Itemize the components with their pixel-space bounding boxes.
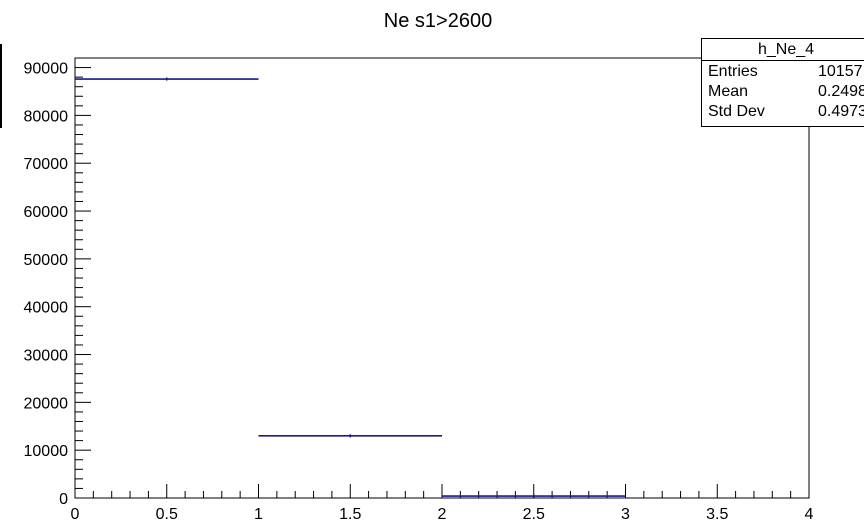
mean-label: Mean [708,83,749,100]
stddev-value: 0.4973 [818,103,864,120]
y-tick-label: 0 [59,491,68,508]
x-tick-label: 1 [254,506,263,520]
x-tick-label: 1.5 [339,506,361,520]
stats-title: h_Ne_4 [702,39,864,61]
x-tick-label: 2 [438,506,447,520]
stats-row-stddev: Std Dev 0.4973 [702,101,864,121]
y-tick-label: 50000 [24,252,69,269]
y-tick-label: 70000 [24,156,69,173]
x-tick-label: 4 [805,506,814,520]
stats-box: h_Ne_4 Entries 10157 Mean 0.2498 Std Dev… [701,38,864,127]
y-tick-label: 30000 [24,348,69,365]
x-tick-label: 3 [621,506,630,520]
stddev-label: Std Dev [708,103,765,120]
x-tick-label: 0.5 [156,506,178,520]
mean-value: 0.2498 [818,83,864,100]
y-tick-label: 80000 [24,108,69,125]
x-tick-label: 3.5 [706,506,728,520]
y-tick-label: 90000 [24,61,69,78]
chart-title: Ne s1>2600 [384,10,492,32]
y-tick-label: 40000 [24,300,69,317]
histogram-bins [75,77,626,498]
y-tick-label: 20000 [24,395,69,412]
x-tick-label: 0 [71,506,80,520]
y-tick-label: 10000 [24,443,69,460]
x-tick-label: 2.5 [523,506,545,520]
axis-tick-labels: 0 0.5 1 1.5 2 2.5 3 3.5 4 0 10000 20000 30000 40000 50… [24,61,814,520]
entries-label: Entries [708,63,758,80]
entries-value: 10157 [818,63,863,80]
edge-bracket [0,44,2,128]
axis-ticks [74,57,810,499]
y-tick-label: 60000 [24,204,69,221]
stats-row-entries: Entries 10157 [702,61,864,81]
plot-frame [74,57,810,499]
stats-row-mean: Mean 0.2498 [702,81,864,101]
